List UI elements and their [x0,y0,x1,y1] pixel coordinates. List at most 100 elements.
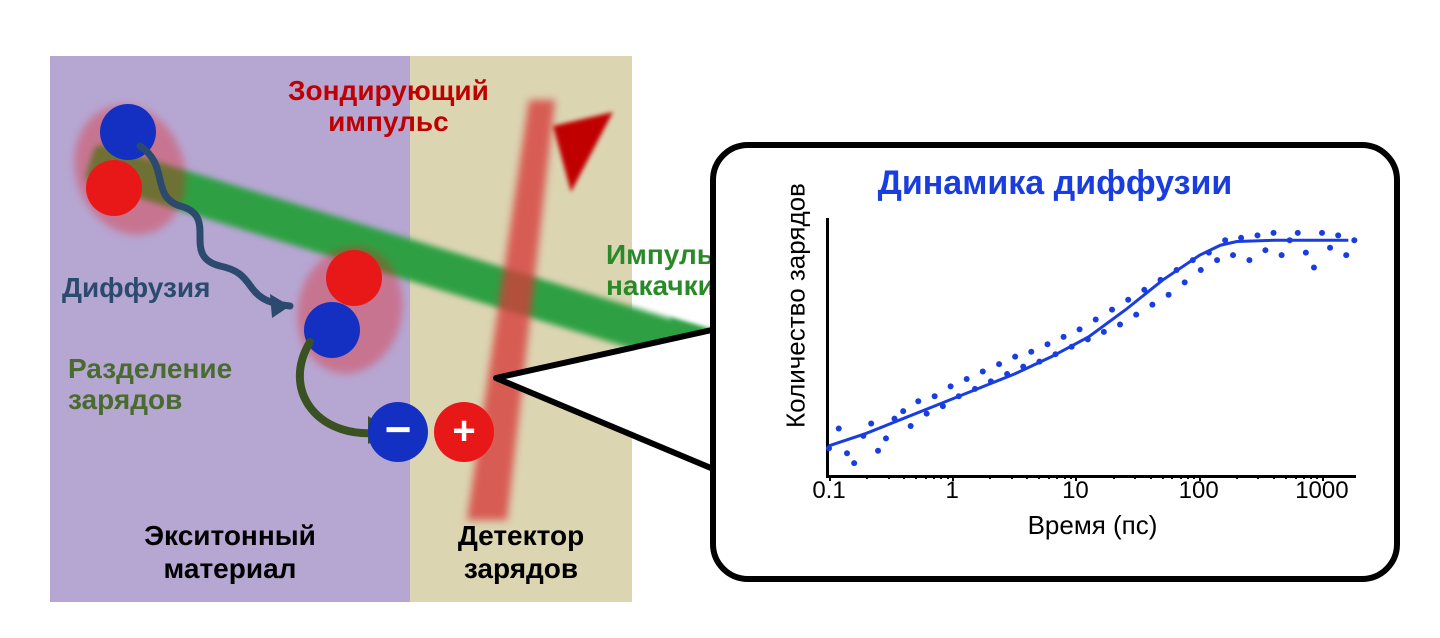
chart-xlabel: Время (пс) [829,510,1356,541]
data-point [1069,344,1075,350]
data-point [1335,232,1341,238]
data-point [1028,349,1034,355]
xtick-minor [933,475,935,479]
data-point [924,411,930,417]
probe-label: Зондирующий импульс [288,76,489,138]
data-point [908,423,914,429]
xtick-minor [989,475,991,479]
data-point [1053,351,1059,357]
data-point [956,393,962,399]
data-point [988,378,994,384]
xtick-minor [1011,475,1013,479]
data-point [1254,232,1260,238]
xtick-minor [1316,475,1318,479]
xtick-minor [866,475,868,479]
data-point [1117,321,1123,327]
data-point [1061,334,1067,340]
data-point [972,386,978,392]
data-point [1166,292,1172,298]
xtick-minor [947,475,949,479]
data-point [932,393,938,399]
data-point [1287,237,1293,243]
xtick-minor [1236,475,1238,479]
xtick-label: 1000 [1295,477,1348,505]
data-point [1036,359,1042,365]
plot-box: 0.11101001000 Время (пс) [826,218,1356,478]
data-point [1222,237,1228,243]
data-point [900,408,906,414]
data-point [1295,230,1301,236]
data-point [1319,230,1325,236]
data-point [1303,250,1309,256]
data-point [1279,252,1285,258]
xtick-minor [1295,475,1297,479]
xtick-minor [925,475,927,479]
data-point [996,361,1002,367]
xtick-label: 100 [1179,477,1219,505]
data-point [980,369,986,375]
data-point [1343,252,1349,258]
diffusion-label: Диффузия [62,272,210,304]
xtick-minor [1187,475,1189,479]
data-point [875,448,881,454]
data-point [1085,336,1091,342]
xtick-minor [1113,475,1115,479]
xtick-minor [1171,475,1173,479]
data-point [1149,302,1155,308]
data-point [1125,297,1131,303]
data-point [1158,277,1164,283]
data-point [860,433,866,439]
data-point [1198,267,1204,273]
xtick-minor [1056,475,1058,479]
xtick-minor [1310,475,1312,479]
xtick-minor [1038,475,1040,479]
xtick-minor [1303,475,1305,479]
data-point [836,425,842,431]
data-point [851,460,857,466]
data-point [868,421,874,427]
xtick-label: 10 [1062,477,1089,505]
data-point [1044,341,1050,347]
xtick-minor [1285,475,1287,479]
xtick-minor [1070,475,1072,479]
minus-sign: − [368,402,428,462]
data-point [1214,257,1220,263]
data-point [883,435,889,441]
chart-title: Динамика диффузии [716,164,1394,203]
data-point [964,376,970,382]
xtick-minor [1257,475,1259,479]
chart-frame: Динамика диффузии Количество зарядов 0.1… [710,142,1400,582]
data-point [826,445,832,451]
data-point [948,383,954,389]
data-point [1311,265,1317,271]
data-point [1262,247,1268,253]
probe-pulse-marker [553,112,613,192]
fit-line [829,240,1348,446]
root: Экситонный материал Детектор зарядов [0,0,1440,638]
data-point [891,416,897,422]
xtick-minor [1162,475,1164,479]
data-point [1093,317,1099,323]
xtick-minor [1064,475,1066,479]
xtick-label: 0.1 [812,477,845,505]
xtick-minor [940,475,942,479]
data-point [844,450,850,456]
xtick-minor [915,475,917,479]
data-point [1004,371,1010,377]
data-point [1327,245,1333,251]
data-point [1109,307,1115,313]
data-point [915,398,921,404]
data-point [1020,364,1026,370]
data-point [1101,329,1107,335]
data-point [940,403,946,409]
xtick-minor [1180,475,1182,479]
xtick-minor [1150,475,1152,479]
data-point [1012,354,1018,360]
chart-area: Количество зарядов 0.11101001000 Время (… [796,210,1366,510]
xtick-minor [1026,475,1028,479]
xtick-label: 1 [946,477,959,505]
chart-callout: Динамика диффузии Количество зарядов 0.1… [670,142,1400,582]
xtick-minor [1134,475,1136,479]
xtick-minor [1273,475,1275,479]
data-point [1351,237,1357,243]
